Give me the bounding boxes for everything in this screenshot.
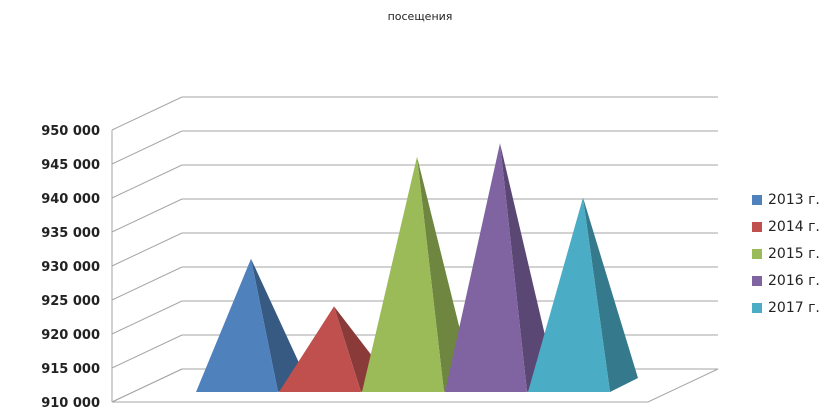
pyramid-4: [445, 143, 527, 392]
legend: 2013 г. 2014 г. 2015 г. 2016 г. 2017 г.: [752, 186, 820, 322]
legend-label: 2017 г.: [768, 300, 820, 317]
legend-swatch: [752, 248, 762, 259]
legend-item: 2014 г.: [752, 213, 820, 240]
pyramid-side-5: [583, 197, 638, 392]
pyramid-3: [362, 156, 444, 392]
legend-swatch: [752, 221, 762, 232]
legend-label: 2014 г.: [768, 218, 820, 235]
side-gridline: [111, 300, 183, 335]
y-tick-label: 940 000: [41, 192, 100, 207]
y-tick-label: 925 000: [41, 294, 100, 309]
side-gridline: [111, 334, 183, 369]
pyramid-2: [279, 306, 361, 392]
legend-item: 2017 г.: [752, 295, 820, 322]
side-gridline: [111, 232, 183, 267]
pyramid-side-1: [251, 258, 306, 392]
pyramid-side-4: [500, 143, 555, 392]
legend-swatch: [752, 303, 762, 314]
y-tick-label: 935 000: [41, 226, 100, 241]
y-tick-label: 945 000: [41, 158, 100, 173]
y-tick-label: 950 000: [41, 124, 100, 139]
legend-item: 2015 г.: [752, 240, 820, 267]
legend-label: 2016 г.: [768, 273, 820, 290]
legend-item: 2016 г.: [752, 268, 820, 295]
side-gridline: [111, 164, 183, 199]
legend-swatch: [752, 276, 762, 287]
y-tick-label: 915 000: [41, 362, 100, 377]
pyramid-1: [196, 258, 278, 392]
legend-item: 2013 г.: [752, 186, 820, 213]
y-tick-label: 920 000: [41, 328, 100, 343]
side-gridline: [111, 130, 183, 165]
legend-swatch: [752, 194, 762, 205]
legend-label: 2015 г.: [768, 245, 820, 262]
legend-label: 2013 г.: [768, 191, 820, 208]
side-gridline: [111, 96, 183, 131]
pyramid-5: [528, 197, 610, 392]
floor: [111, 368, 719, 403]
y-tick-label: 910 000: [41, 396, 100, 410]
y-tick-label: 930 000: [41, 260, 100, 275]
chart-title: посещения: [387, 10, 453, 23]
side-gridline: [111, 266, 183, 301]
side-gridline: [111, 198, 183, 233]
